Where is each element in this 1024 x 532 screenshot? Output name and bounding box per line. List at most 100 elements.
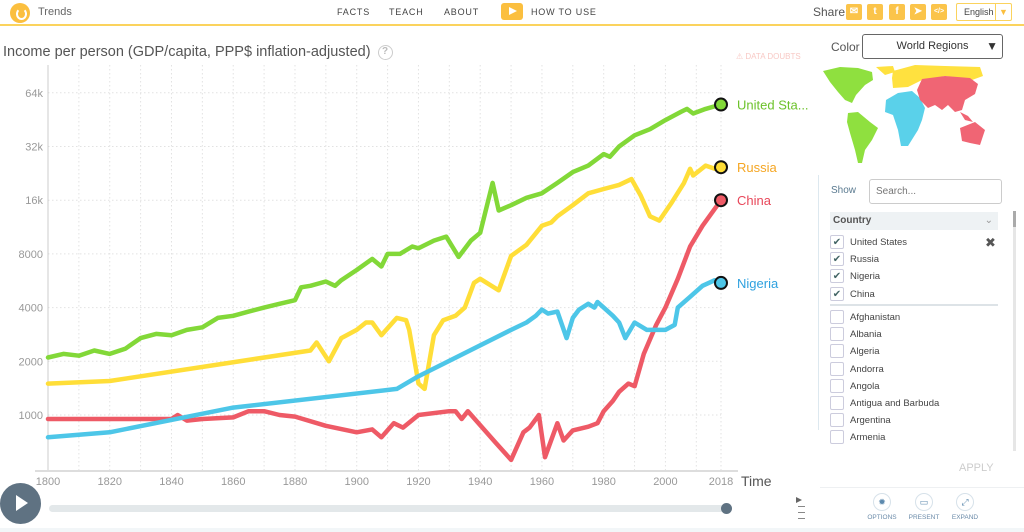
telegram-icon[interactable]: ➤ — [910, 4, 926, 20]
series-line-nigeria — [45, 277, 724, 440]
show-label: Show — [831, 185, 857, 196]
x-tick-label: 1860 — [221, 476, 245, 488]
series-label[interactable]: Nigeria — [737, 276, 779, 291]
checkbox[interactable] — [830, 344, 844, 359]
nav-facts[interactable]: FACTS — [337, 7, 371, 17]
chart-title[interactable]: Income per person (GDP/capita, PPP$ infl… — [3, 44, 371, 60]
map-americas[interactable] — [823, 67, 878, 163]
nav-how-to-use[interactable]: HOW TO USE — [531, 7, 597, 17]
language-select[interactable]: English ▼ — [956, 3, 1012, 21]
country-label: Argentina — [850, 415, 891, 427]
line-chart: 1000 2000 4000 8000 16k 32k 64k 1800 1820 1840 186… — [19, 65, 809, 489]
map-europe[interactable] — [876, 65, 983, 88]
country-label: Andorra — [850, 363, 884, 375]
checkbox[interactable] — [830, 310, 844, 324]
search-input[interactable] — [869, 179, 1002, 204]
country-item[interactable]: Angola — [830, 378, 1000, 395]
country-label: Algeria — [850, 346, 880, 358]
timeline-handle[interactable] — [721, 503, 732, 514]
x-tick-label: 1940 — [468, 476, 492, 488]
series-label[interactable]: United Sta... — [737, 98, 809, 113]
gapminder-logo[interactable] — [10, 3, 30, 23]
country-item[interactable]: Antigua and Barbuda — [830, 396, 1000, 412]
x-tick-label: 1900 — [344, 476, 368, 488]
series-label[interactable]: China — [737, 193, 772, 208]
country-label: United States — [850, 237, 908, 248]
present-label: PRESENT — [908, 514, 940, 521]
share-label: Share — [813, 5, 846, 19]
help-icon[interactable]: ? — [377, 44, 393, 60]
series-label[interactable]: Russia — [737, 160, 778, 175]
country-label: Antigua and Barbuda — [850, 398, 940, 409]
color-label: Color — [831, 40, 860, 54]
group-header-label: Country — [833, 215, 872, 226]
country-item[interactable]: Andorra — [830, 361, 1000, 378]
top-header: Trends FACTS TEACH ABOUT HOW TO USE Shar… — [0, 0, 1024, 26]
facebook-icon[interactable]: f — [889, 4, 905, 20]
checkbox[interactable]: ✔ — [830, 235, 844, 249]
checkbox[interactable] — [830, 361, 844, 376]
nav-about[interactable]: ABOUT — [444, 7, 480, 17]
nav-teach[interactable]: TEACH — [389, 7, 424, 17]
chevron-down-icon: ⌄ — [984, 215, 993, 226]
series-line-china — [45, 197, 724, 463]
language-value: English — [964, 7, 994, 17]
country-item[interactable]: ✔ Russia — [830, 252, 1000, 268]
country-label: Albania — [850, 329, 882, 341]
color-value: World Regions — [896, 40, 969, 52]
series-line-russia — [45, 163, 724, 392]
present-button[interactable]: ▭ PRESENT — [904, 493, 944, 521]
apply-button[interactable]: APPLY — [959, 462, 994, 474]
checkbox[interactable] — [830, 396, 844, 410]
country-group-header[interactable]: Country ⌄ — [830, 212, 998, 230]
caret-down-icon: ▼ — [986, 39, 998, 53]
play-video-icon[interactable] — [501, 3, 523, 20]
country-item[interactable]: Armenia — [830, 430, 1000, 446]
map-africa[interactable] — [885, 91, 925, 146]
list-scrollbar[interactable] — [1013, 211, 1016, 451]
x-axis-label: Time — [741, 473, 772, 489]
checkbox[interactable] — [830, 413, 844, 428]
embed-icon[interactable]: </> — [931, 4, 947, 20]
list-divider — [830, 304, 998, 306]
x-tick-label: 1960 — [530, 476, 554, 488]
y-tick-label: 64k — [25, 88, 43, 100]
email-icon[interactable]: ✉ — [846, 4, 862, 20]
country-item[interactable]: ✔ Nigeria — [830, 269, 1000, 285]
country-label: Armenia — [850, 432, 886, 444]
checkbox[interactable]: ✔ — [830, 269, 844, 284]
x-tick-label: 1840 — [159, 476, 183, 488]
series-end-marker — [714, 160, 728, 175]
checkbox[interactable] — [830, 378, 844, 393]
deselect-all-icon[interactable]: ✖ — [985, 235, 996, 250]
color-select[interactable]: World Regions ▼ — [862, 34, 1003, 59]
map-asia[interactable] — [917, 76, 985, 145]
twitter-icon[interactable]: t — [867, 4, 883, 20]
series-end-marker — [714, 275, 728, 290]
checkbox[interactable]: ✔ — [830, 252, 844, 267]
options-label: OPTIONS — [867, 514, 897, 521]
play-button[interactable] — [0, 483, 41, 524]
data-doubts-link[interactable]: ⚠ DATA DOUBTS — [736, 52, 801, 61]
checkbox[interactable]: ✔ — [830, 286, 844, 301]
series-line-united-states — [45, 102, 724, 360]
speed-control-icon[interactable] — [796, 497, 806, 521]
sidebar-divider — [818, 175, 819, 430]
expand-button[interactable]: ⤢ EXPAND — [945, 493, 985, 521]
series-end-marker — [714, 193, 728, 208]
series-end-marker — [714, 97, 728, 112]
options-button[interactable]: ✹ OPTIONS — [862, 493, 902, 521]
country-label: China — [850, 288, 875, 300]
checkbox[interactable] — [830, 430, 844, 445]
country-item[interactable]: Albania — [830, 327, 1000, 343]
country-item[interactable]: Algeria — [830, 344, 1000, 360]
country-item[interactable]: Argentina — [830, 413, 1000, 429]
country-item[interactable]: ✔ China — [830, 286, 1000, 303]
country-item[interactable]: Afghanistan — [830, 310, 1000, 326]
country-label: Afghanistan — [850, 312, 901, 323]
country-item[interactable]: ✔ United States — [830, 235, 1000, 251]
app-title: Trends — [38, 6, 72, 18]
timeline-slider[interactable] — [49, 505, 725, 512]
footer-bar — [0, 528, 1024, 532]
checkbox[interactable] — [830, 327, 844, 342]
